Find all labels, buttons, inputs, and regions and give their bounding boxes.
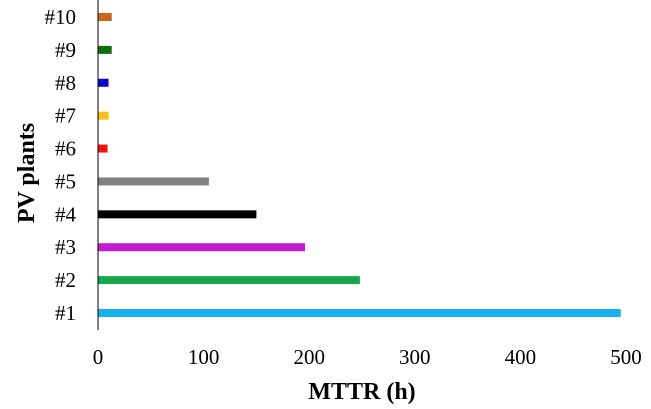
- x-tick-label: 100: [188, 345, 220, 369]
- bar-plant-6: [98, 144, 108, 153]
- category-label: #1: [55, 301, 76, 325]
- bar-plant-9: [98, 45, 112, 54]
- bar-plant-4: [98, 210, 257, 219]
- bar-plant-3: [98, 243, 305, 252]
- category-label: #10: [45, 5, 77, 29]
- x-tick-label: 200: [293, 345, 325, 369]
- bars-group: [98, 13, 621, 317]
- category-label: #6: [55, 137, 76, 161]
- x-axis-title: MTTR (h): [308, 379, 415, 405]
- category-labels: #1 #2 #3 #4 #5 #6 #7 #8 #9 #10: [45, 5, 77, 325]
- x-tick-label: 400: [505, 345, 537, 369]
- bar-plant-10: [98, 13, 112, 21]
- category-label: #4: [55, 202, 77, 226]
- category-label: #7: [55, 104, 76, 128]
- category-label: #2: [55, 268, 76, 292]
- x-tick-label: 500: [610, 345, 642, 369]
- bar-plant-7: [98, 111, 109, 120]
- y-axis-title: PV plants: [14, 123, 40, 223]
- category-label: #9: [55, 38, 76, 62]
- category-label: #3: [55, 235, 76, 259]
- x-tick-label: 0: [93, 345, 104, 369]
- bar-plant-1: [98, 309, 621, 317]
- bar-plant-5: [98, 177, 209, 186]
- bar-plant-8: [98, 78, 109, 87]
- bar-plant-2: [98, 276, 360, 285]
- category-label: #5: [55, 169, 76, 193]
- x-axis-ticks: 0 100 200 300 400 500: [93, 345, 642, 369]
- x-tick-label: 300: [399, 345, 431, 369]
- category-label: #8: [55, 71, 76, 95]
